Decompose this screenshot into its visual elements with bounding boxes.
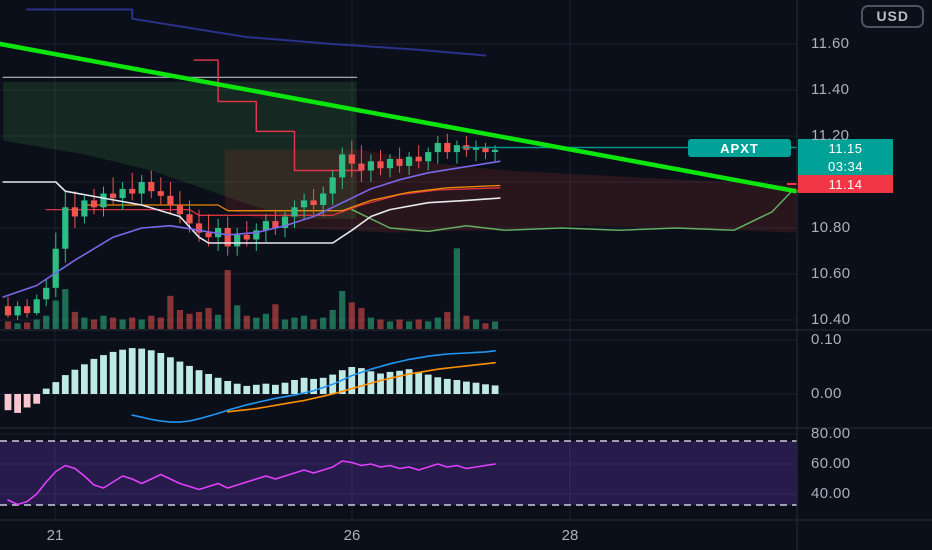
axis-tick-label: 40.00	[811, 485, 851, 502]
symbol-price-badge: 11.15	[798, 139, 893, 157]
axis-tick-label: 11.40	[811, 81, 850, 98]
axis-tick-label: 10.60	[811, 265, 851, 282]
axis-tick-label: 10.80	[811, 219, 851, 236]
time-tick-label: 28	[561, 527, 579, 544]
axis-tick-label: 11.60	[811, 35, 850, 52]
time-axis[interactable]: 21 26 28	[0, 520, 932, 550]
currency-unit-button[interactable]: USD	[861, 5, 924, 28]
time-tick-label: 26	[343, 527, 361, 544]
axis-tick-label: 11.20	[811, 127, 850, 144]
axis-tick-label: 10.40	[811, 311, 851, 328]
price-axis[interactable]: USD 11.15 03:34 11.14 11.60 11.40 11.20 10.…	[797, 0, 932, 520]
symbol-name-label: APXT	[688, 139, 791, 157]
bar-countdown-badge: 03:34	[798, 157, 893, 175]
time-tick-label: 21	[46, 527, 64, 544]
axis-tick-label: 0.00	[811, 385, 842, 402]
axis-tick-label: 60.00	[811, 455, 851, 472]
axis-tick-label: 80.00	[811, 425, 851, 442]
last-price-badge: 11.14	[798, 175, 893, 193]
axis-tick-label: 0.10	[811, 331, 842, 348]
